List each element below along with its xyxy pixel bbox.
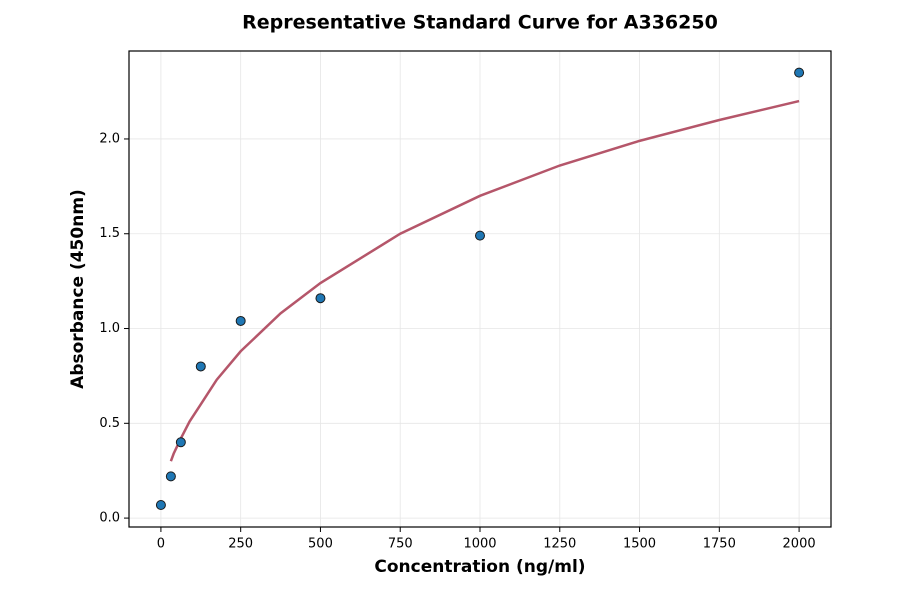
data-point [794, 67, 805, 78]
x-tick-label: 250 [228, 537, 253, 552]
y-tick-label: 2.0 [99, 131, 120, 146]
y-tick-label: 1.5 [99, 226, 120, 241]
x-tick-label: 0 [157, 537, 165, 552]
x-tick-label: 1500 [623, 537, 656, 552]
x-tick-label: 2000 [783, 537, 816, 552]
y-axis-label: Absorbance (450nm) [68, 189, 88, 389]
data-point [175, 437, 186, 448]
data-point [315, 293, 326, 304]
data-point [165, 471, 176, 482]
x-tick-label: 1000 [463, 537, 496, 552]
x-tick-label: 750 [388, 537, 413, 552]
data-point [155, 500, 166, 511]
x-axis-label: Concentration (ng/ml) [374, 557, 585, 577]
x-tick-label: 1750 [703, 537, 736, 552]
y-tick-label: 0.0 [99, 511, 120, 526]
x-tick-label: 1250 [543, 537, 576, 552]
y-tick-label: 0.5 [99, 416, 120, 431]
data-point [195, 361, 206, 372]
data-point [235, 315, 246, 326]
plot-frame [128, 50, 832, 528]
fit-curve [169, 99, 800, 462]
chart-title: Representative Standard Curve for A33625… [242, 12, 718, 34]
x-tick-label: 500 [308, 537, 333, 552]
y-tick-label: 1.0 [99, 321, 120, 336]
data-point [475, 230, 485, 241]
